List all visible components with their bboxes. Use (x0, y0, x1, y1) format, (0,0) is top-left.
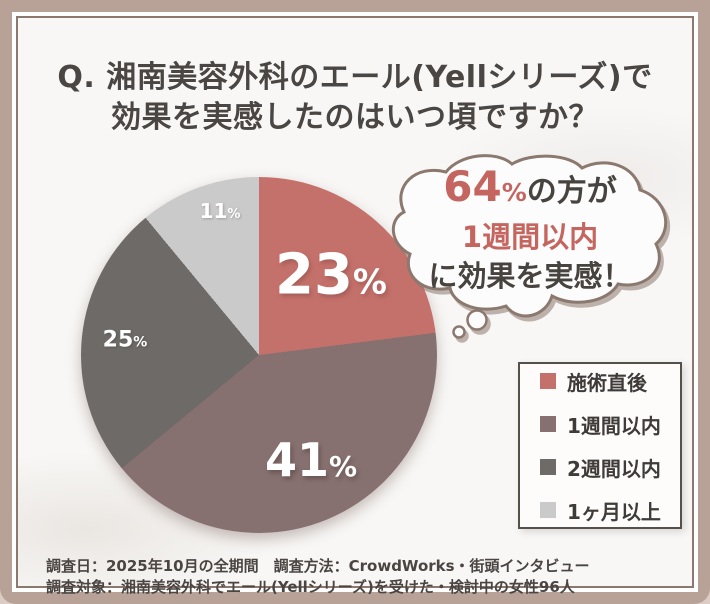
legend-item: 1週間以内 (540, 410, 680, 439)
title-line-1: Q. 湘南美容外科のエール(Yellシリーズ)で (57, 60, 653, 95)
footnote-line-1: 調査日：2025年10月の全期間 調査方法：CrowdWorks・街頭インタビュ… (46, 557, 590, 575)
pie-chart (81, 177, 437, 533)
pie-label-over-1-month: 11% (199, 199, 241, 223)
legend-label: 1ヶ月以上 (567, 499, 661, 524)
legend-swatch (540, 502, 556, 518)
bubble-value: 64 (443, 162, 502, 211)
thought-bubble-dot-small (452, 325, 466, 339)
pie-label-within-1-week: 41% (264, 433, 358, 487)
legend-label: 1週間以内 (567, 413, 661, 438)
bubble-unit: % (501, 178, 527, 207)
bubble-after-value: の方が (526, 174, 617, 209)
legend-swatch (540, 373, 556, 389)
title-line-2: 効果を実感したのはいつ頃ですか？ (111, 100, 599, 135)
pie-label-after-treatment: 23% (274, 242, 388, 308)
legend-swatch (540, 459, 556, 475)
pie-label-within-2-weeks: 25% (102, 327, 148, 353)
legend-label: 施術直後 (567, 370, 647, 395)
speech-bubble-cloud (391, 154, 668, 318)
legend-item: 施術直後 (540, 367, 680, 396)
bubble-line3: に効果を実感！ (428, 259, 632, 293)
legend-swatch (540, 416, 556, 432)
legend-item: 2週間以内 (540, 453, 680, 482)
bubble-annotation: 64%の方が 1週間以内 に効果を実感！ (410, 165, 650, 296)
content-card: Q. 湘南美容外科のエール(Yellシリーズ)で 効果を実感したのはいつ頃ですか… (16, 16, 694, 596)
bubble-highlight: 1週間以内 (461, 220, 599, 254)
speech-bubble (391, 154, 668, 339)
legend-item: 1ヶ月以上 (540, 496, 680, 525)
legend-box: 施術直後 1週間以内 2週間以内 1ヶ月以上 (518, 362, 682, 529)
legend-label: 2週間以内 (567, 456, 661, 481)
page-title: Q. 湘南美容外科のエール(Yellシリーズ)で 効果を実感したのはいつ頃ですか… (18, 58, 692, 138)
footnote-line-2: 調査対象：湘南美容外科でエール(Yellシリーズ)を受けた・検討中の女性96人 (46, 578, 575, 596)
survey-footnote: 調査日：2025年10月の全期間 調査方法：CrowdWorks・街頭インタビュ… (46, 556, 590, 598)
thought-bubble-dot-large (466, 309, 488, 331)
